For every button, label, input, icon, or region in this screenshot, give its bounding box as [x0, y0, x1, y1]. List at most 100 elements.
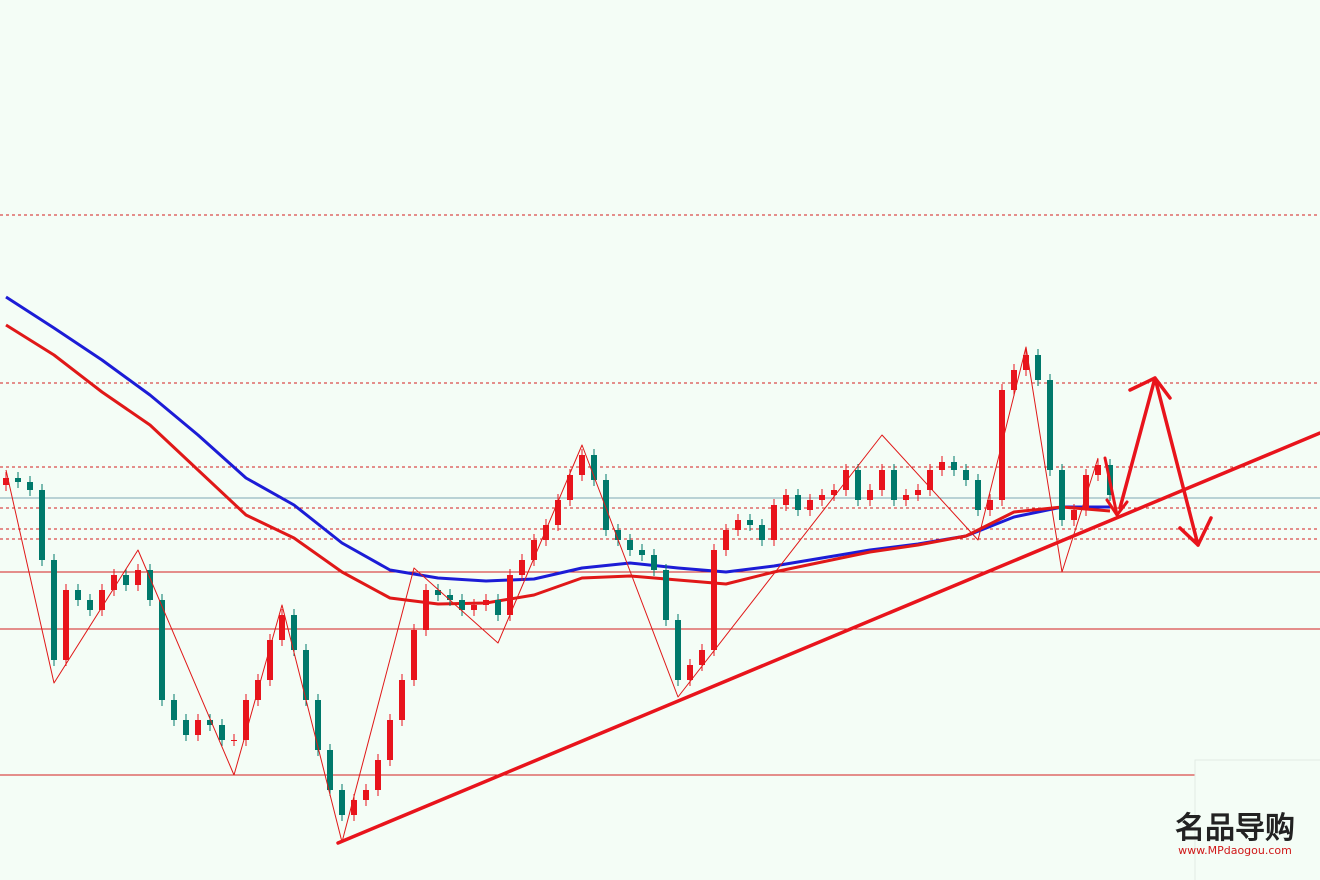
candle-body [471, 605, 477, 610]
candle-body [591, 455, 597, 480]
candle-body [555, 500, 561, 525]
candle-body [531, 540, 537, 560]
candle-body [267, 640, 273, 680]
candle-body [435, 590, 441, 595]
candle-body [231, 740, 237, 741]
candle-body [867, 490, 873, 500]
candle-body [843, 470, 849, 490]
candle-body [243, 700, 249, 740]
candle-body [831, 490, 837, 495]
candle-body [651, 555, 657, 570]
candle-body [1083, 475, 1089, 510]
candle-body [639, 550, 645, 555]
candle-body [507, 575, 513, 615]
moving-average [5, 323, 1111, 606]
candle-body [1071, 510, 1077, 520]
candle-body [51, 560, 57, 660]
candle-body [327, 750, 333, 790]
annotations [336, 376, 1320, 845]
candle-body [543, 525, 549, 540]
candle-body [339, 790, 345, 815]
candle-body [615, 530, 621, 540]
candle-body [903, 495, 909, 500]
zigzag-group [5, 346, 1099, 843]
trendline [336, 431, 1320, 845]
candle-body [891, 470, 897, 500]
candle-body [927, 470, 933, 490]
candle-body [147, 570, 153, 600]
candle-body [39, 490, 45, 560]
candle-body [1059, 470, 1065, 520]
candle-body [3, 478, 9, 485]
levels [0, 214, 1320, 776]
candle-body [855, 470, 861, 500]
candle-body [207, 720, 213, 725]
candle-body [795, 495, 801, 510]
candle-body [99, 590, 105, 610]
candle-body [351, 800, 357, 815]
zigzag [5, 346, 1099, 843]
candle-body [159, 600, 165, 700]
candle-body [939, 462, 945, 470]
candle-body [75, 590, 81, 600]
candle-body [951, 462, 957, 470]
candle-body [135, 570, 141, 585]
candle-body [723, 530, 729, 550]
candle-body [363, 790, 369, 800]
arrow-down-short [1103, 456, 1119, 517]
candle-body [15, 478, 21, 482]
candle-body [819, 495, 825, 500]
moving-averages [5, 295, 1111, 606]
candle-body [1095, 465, 1101, 475]
candle-body [771, 505, 777, 540]
candle-body [1047, 380, 1053, 470]
candle-body [519, 560, 525, 575]
candle-body [579, 455, 585, 475]
candle-body [447, 595, 453, 600]
candle-body [567, 475, 573, 500]
watermark-box [1194, 759, 1320, 880]
candle-body [123, 575, 129, 585]
candle-body [975, 480, 981, 510]
candle-body [303, 650, 309, 700]
candle-body [483, 600, 489, 605]
candle-body [603, 480, 609, 530]
candle-body [759, 525, 765, 540]
candle-body [459, 600, 465, 610]
candle-body [399, 680, 405, 720]
candle-body [219, 725, 225, 740]
candle-body [663, 570, 669, 620]
watermark: 名品导购 www.MPdaogou.com [1175, 759, 1320, 880]
candle-body [495, 600, 501, 615]
candle-body [1011, 370, 1017, 390]
candle-body [915, 490, 921, 495]
candle-body [291, 615, 297, 650]
candle-body [387, 720, 393, 760]
candle-body [783, 495, 789, 505]
candle-body [807, 500, 813, 510]
candle-body [27, 482, 33, 490]
candle-body [747, 520, 753, 525]
candle-body [687, 665, 693, 680]
candle-body [627, 540, 633, 550]
candle-body [1035, 355, 1041, 380]
candle-body [87, 600, 93, 610]
arrow-head [1105, 498, 1129, 517]
candle-body [315, 700, 321, 750]
candle-body [423, 590, 429, 630]
candle-body [699, 650, 705, 665]
arrow-head [1128, 376, 1172, 400]
watermark-url: www.MPdaogou.com [1178, 844, 1292, 857]
candle-body [195, 720, 201, 735]
candle-body [1023, 355, 1029, 370]
candle-body [879, 470, 885, 490]
candle-body [963, 470, 969, 480]
arrow-head [1178, 516, 1213, 547]
candle-body [279, 615, 285, 640]
candle-body [111, 575, 117, 590]
candle-body [711, 550, 717, 650]
candle-body [675, 620, 681, 680]
